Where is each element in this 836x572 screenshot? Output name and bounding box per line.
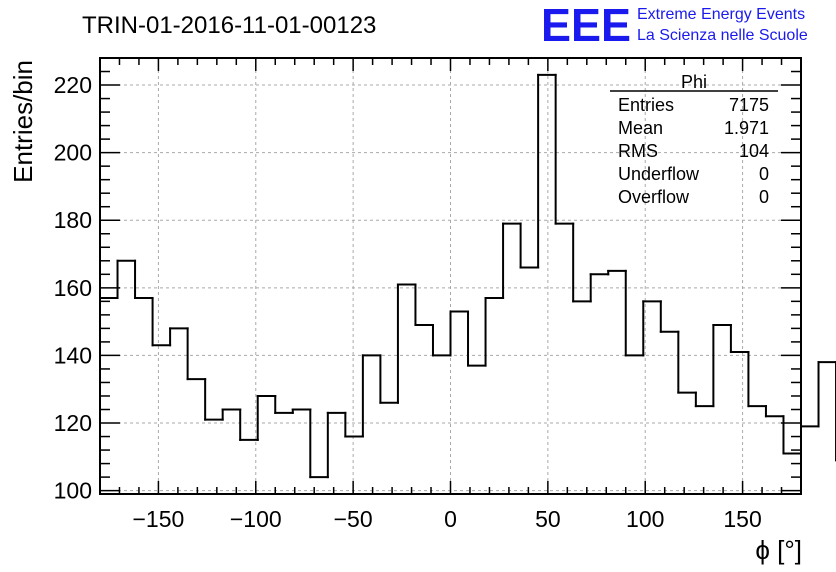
x-tick-label: 0 xyxy=(444,506,457,532)
stats-box: Phi Entries 7175 Mean 1.971 RMS 104 Unde… xyxy=(610,72,778,207)
y-tick-label: 180 xyxy=(54,207,92,233)
y-tick-label: 100 xyxy=(54,478,92,504)
histogram xyxy=(99,73,836,479)
chart-title: TRIN-01-2016-11-01-00123 xyxy=(82,12,376,39)
y-tick-label: 140 xyxy=(54,342,92,368)
y-tick-label: 220 xyxy=(54,72,92,98)
stats-value: 1.971 xyxy=(724,118,769,138)
stats-label: RMS xyxy=(618,141,658,161)
x-axis-title: ϕ [°] xyxy=(755,535,802,565)
x-tick-label: 100 xyxy=(626,506,664,532)
y-tick-label: 120 xyxy=(54,410,92,436)
x-tick-label: −50 xyxy=(334,506,373,532)
stats-value: 104 xyxy=(739,141,769,161)
eee-logo: EEE Extreme Energy Events La Scienza nel… xyxy=(541,0,808,51)
logo-line2: La Scienza nelle Scuole xyxy=(637,27,808,44)
stats-label: Underflow xyxy=(618,164,700,184)
stats-label: Overflow xyxy=(618,187,690,207)
y-axis-title: Entries/bin xyxy=(8,60,38,183)
x-tick-label: 50 xyxy=(535,506,561,532)
y-tick-label: 200 xyxy=(54,140,92,166)
stats-label: Entries xyxy=(618,95,674,115)
logo-mark: EEE xyxy=(541,0,631,51)
x-tick-label: −100 xyxy=(230,506,282,532)
stats-value: 0 xyxy=(759,187,769,207)
x-tick-label: 150 xyxy=(723,506,761,532)
y-tick-label: 160 xyxy=(54,275,92,301)
stats-value: 0 xyxy=(759,164,769,184)
stats-title: Phi xyxy=(681,72,707,92)
stats-value: 7175 xyxy=(729,95,769,115)
stats-label: Mean xyxy=(618,118,663,138)
x-tick-label: −150 xyxy=(133,506,185,532)
axes: −150 −100 −50 0 50 100 150 100 120 140 160 180 200 22… xyxy=(54,57,802,532)
logo-line1: Extreme Energy Events xyxy=(637,6,805,23)
